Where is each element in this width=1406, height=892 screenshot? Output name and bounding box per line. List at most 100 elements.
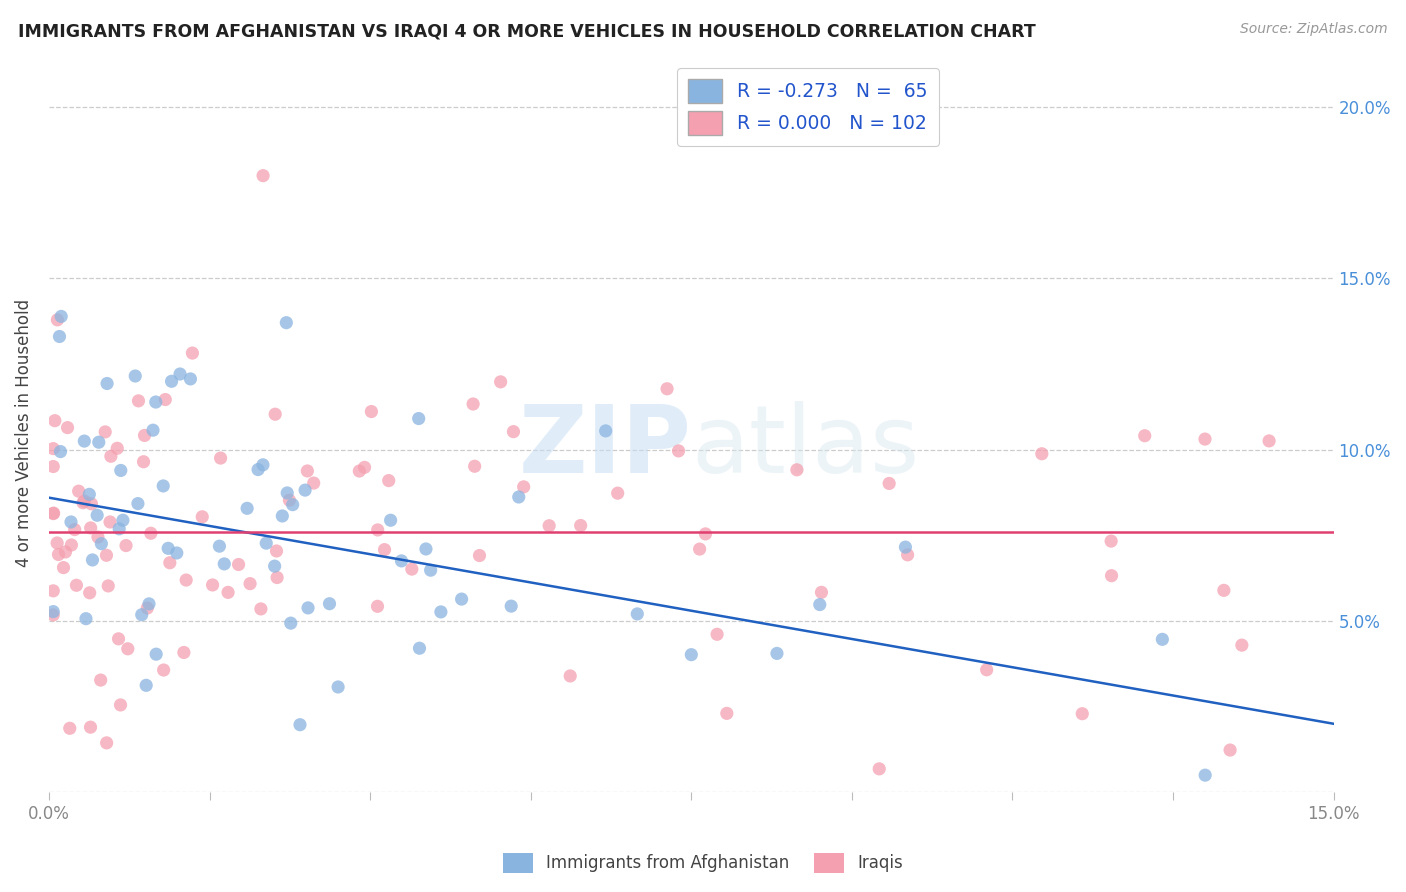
Point: [179, 372, 201, 386]
Point: [209, 451, 232, 466]
Point: [1212, 583, 1234, 598]
Point: [174, 573, 197, 587]
Point: [264, 407, 287, 421]
Text: Source: ZipAtlas.com: Source: ZipAtlas.com: [1240, 22, 1388, 37]
Point: [166, 546, 188, 560]
Point: [508, 490, 530, 504]
Point: [80, 497, 103, 511]
Point: [82, 553, 104, 567]
Point: [280, 616, 302, 631]
Point: [1099, 534, 1122, 549]
Point: [55, 545, 77, 559]
Point: [894, 540, 917, 554]
Point: [502, 425, 524, 439]
Point: [276, 316, 298, 330]
Point: [96, 376, 118, 391]
Point: [48, 548, 70, 562]
Point: [60, 538, 83, 552]
Point: [73, 494, 96, 508]
Point: [408, 411, 430, 425]
Point: [51, 310, 73, 324]
Point: [681, 648, 703, 662]
Point: [247, 462, 270, 476]
Point: [236, 501, 259, 516]
Point: [1258, 434, 1281, 448]
Point: [152, 479, 174, 493]
Point: [42, 507, 65, 521]
Point: [655, 382, 678, 396]
Point: [217, 585, 239, 599]
Point: [155, 392, 177, 407]
Point: [489, 375, 512, 389]
Point: [689, 542, 711, 557]
Point: [349, 464, 371, 478]
Legend: R = -0.273   N =  65, R = 0.000   N = 102: R = -0.273 N = 65, R = 0.000 N = 102: [678, 68, 939, 146]
Point: [138, 597, 160, 611]
Point: [695, 527, 717, 541]
Point: [42, 459, 65, 474]
Point: [1031, 447, 1053, 461]
Point: [606, 486, 628, 500]
Point: [79, 586, 101, 600]
Point: [65, 578, 87, 592]
Point: [401, 562, 423, 576]
Point: [160, 374, 183, 388]
Point: [111, 513, 134, 527]
Point: [276, 486, 298, 500]
Text: IMMIGRANTS FROM AFGHANISTAN VS IRAQI 4 OR MORE VEHICLES IN HOUSEHOLD CORRELATION: IMMIGRANTS FROM AFGHANISTAN VS IRAQI 4 O…: [18, 22, 1036, 40]
Point: [73, 434, 96, 448]
Point: [145, 395, 167, 409]
Point: [595, 424, 617, 438]
Point: [271, 508, 294, 523]
Text: ZIP: ZIP: [519, 401, 692, 493]
Point: [173, 645, 195, 659]
Point: [278, 493, 301, 508]
Point: [86, 508, 108, 523]
Point: [326, 680, 349, 694]
Point: [252, 169, 274, 183]
Point: [90, 673, 112, 687]
Point: [302, 476, 325, 491]
Legend: Immigrants from Afghanistan, Iraqis: Immigrants from Afghanistan, Iraqis: [496, 847, 910, 880]
Point: [408, 641, 430, 656]
Point: [1194, 768, 1216, 782]
Point: [75, 612, 97, 626]
Point: [152, 663, 174, 677]
Point: [94, 425, 117, 439]
Point: [254, 536, 277, 550]
Point: [132, 455, 155, 469]
Point: [42, 607, 65, 622]
Point: [367, 523, 389, 537]
Point: [360, 404, 382, 418]
Point: [868, 762, 890, 776]
Point: [208, 539, 231, 553]
Point: [131, 607, 153, 622]
Point: [100, 449, 122, 463]
Point: [1194, 432, 1216, 446]
Point: [87, 530, 110, 544]
Point: [1152, 632, 1174, 647]
Point: [430, 605, 453, 619]
Point: [97, 579, 120, 593]
Point: [318, 597, 340, 611]
Point: [117, 641, 139, 656]
Point: [90, 536, 112, 550]
Point: [706, 627, 728, 641]
Point: [468, 549, 491, 563]
Point: [96, 736, 118, 750]
Point: [48, 329, 70, 343]
Point: [136, 601, 159, 615]
Point: [353, 460, 375, 475]
Point: [294, 483, 316, 497]
Point: [626, 607, 648, 621]
Point: [42, 506, 65, 520]
Point: [897, 548, 920, 562]
Point: [108, 522, 131, 536]
Point: [380, 513, 402, 527]
Point: [668, 443, 690, 458]
Point: [159, 556, 181, 570]
Point: [110, 463, 132, 477]
Point: [766, 647, 789, 661]
Point: [79, 521, 101, 535]
Point: [115, 539, 138, 553]
